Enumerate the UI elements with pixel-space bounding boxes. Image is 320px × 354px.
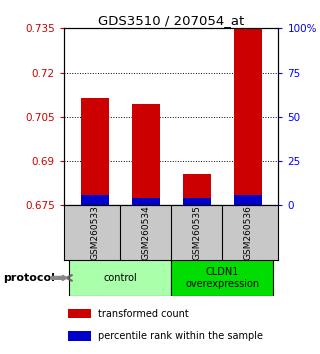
Text: transformed count: transformed count	[98, 308, 188, 319]
FancyBboxPatch shape	[69, 260, 171, 296]
Text: percentile rank within the sample: percentile rank within the sample	[98, 331, 263, 341]
Text: GSM260536: GSM260536	[243, 205, 252, 260]
Text: CLDN1
overexpression: CLDN1 overexpression	[185, 267, 259, 289]
Text: GSM260535: GSM260535	[192, 205, 201, 260]
FancyBboxPatch shape	[171, 260, 273, 296]
Bar	[234, 195, 262, 205]
Bar	[81, 98, 109, 205]
Bar	[81, 195, 109, 205]
Bar	[68, 331, 92, 341]
Text: protocol: protocol	[3, 273, 55, 283]
Bar	[183, 174, 211, 205]
Bar	[132, 103, 160, 205]
Title: GDS3510 / 207054_at: GDS3510 / 207054_at	[98, 14, 244, 27]
Bar	[234, 28, 262, 205]
Text: GSM260534: GSM260534	[141, 205, 150, 260]
Bar	[68, 309, 92, 318]
Bar	[183, 198, 211, 205]
Text: control: control	[103, 273, 137, 283]
Bar	[132, 198, 160, 205]
Text: GSM260533: GSM260533	[90, 205, 99, 260]
